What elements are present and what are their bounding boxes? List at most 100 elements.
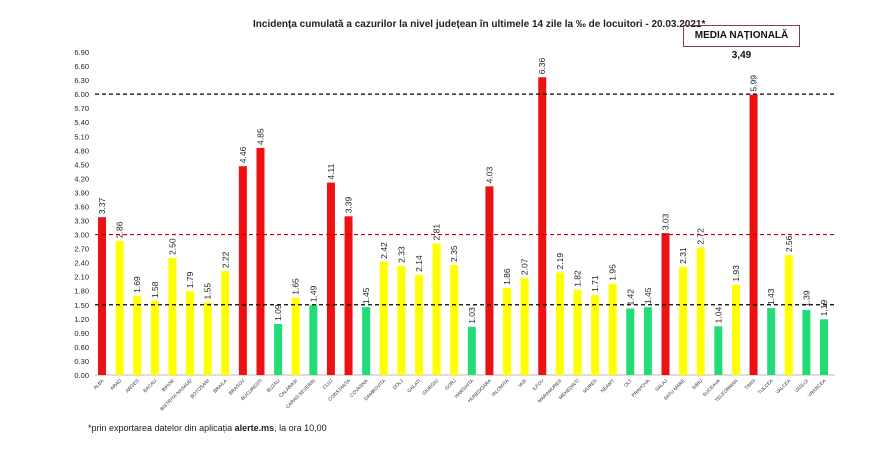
footnote-app-name: alerte.ms [234, 423, 275, 433]
data-label: 2.14 [414, 255, 424, 272]
x-tick-label: ALBA [92, 378, 105, 391]
x-tick-label: BISTRITA NASAUD [159, 378, 194, 413]
y-tick-label: 4.80 [74, 146, 89, 155]
data-label: 4.85 [255, 128, 265, 145]
x-tick-label: SIBIU [691, 378, 704, 391]
y-tick-label: 4.50 [74, 160, 89, 169]
data-label: 2.07 [520, 258, 530, 275]
y-tick-label: 0.90 [74, 329, 89, 338]
bar [661, 233, 670, 375]
bar [555, 272, 564, 375]
bar [802, 309, 811, 375]
x-tick-label: ARGES [125, 378, 141, 394]
data-label: 6.36 [537, 57, 547, 74]
data-label: 2.72 [696, 228, 706, 245]
x-tick-label: BRASOV [228, 378, 247, 397]
data-label: 1.93 [731, 265, 741, 282]
bar [450, 264, 459, 375]
x-tick-label: SALAJ [654, 378, 669, 393]
y-tick-label: 1.80 [74, 287, 89, 296]
data-label: 4.03 [484, 167, 494, 184]
data-label: 2.19 [555, 253, 565, 270]
bar [203, 302, 212, 375]
y-tick-label: 2.40 [74, 259, 89, 268]
bar [820, 319, 828, 375]
data-label: 1.71 [590, 275, 600, 292]
bar [414, 274, 423, 375]
data-label: 2.42 [379, 242, 389, 259]
bar [731, 284, 740, 375]
data-label: 4.11 [326, 163, 336, 179]
y-tick-label: 3.60 [74, 202, 89, 211]
x-tick-label: IALOMITA [491, 378, 511, 398]
x-tick-label: VRANCEA [807, 378, 828, 399]
y-tick-label: 0.00 [74, 371, 89, 380]
data-label: 1.82 [572, 270, 582, 287]
footnote: *prin exportarea datelor din aplicația a… [88, 423, 327, 433]
bar [538, 77, 547, 375]
data-label: 2.81 [432, 224, 442, 241]
x-tick-label: ILFOV [532, 378, 547, 393]
data-label: 1.39 [801, 290, 811, 307]
data-label: 1.45 [643, 287, 653, 304]
data-label: 1.69 [132, 276, 142, 293]
footnote-prefix: *prin exportarea datelor din aplicația [88, 423, 235, 433]
data-label: 1.09 [273, 304, 283, 321]
bar [133, 295, 142, 375]
x-tick-label: VALCEA [775, 378, 793, 396]
data-label: 1.65 [291, 278, 301, 295]
chart-title: Incidența cumulată a cazurilor la nivel … [253, 19, 706, 30]
bar [608, 283, 617, 375]
x-tick-label: DOLJ [392, 378, 405, 391]
data-label: 1.03 [467, 307, 477, 324]
y-tick-label: 3.90 [74, 188, 89, 197]
data-label: 3.37 [97, 197, 107, 214]
data-label: 2.56 [784, 235, 794, 252]
x-tick-label: MURES [582, 378, 598, 394]
bar [626, 308, 635, 375]
data-label: 3.39 [344, 196, 354, 213]
footnote-suffix: , la ora 10,00 [274, 423, 327, 433]
y-tick-label: 5.10 [74, 132, 89, 141]
bar [98, 217, 106, 375]
bar [467, 326, 476, 375]
bar [503, 287, 512, 375]
x-tick-label: CARAS-SEVERIN [285, 378, 317, 410]
x-tick-label: TIMIS [744, 378, 757, 391]
y-tick-label: 4.20 [74, 174, 89, 183]
x-tick-label: GORJ [444, 378, 458, 392]
bar [274, 323, 283, 375]
bar [115, 241, 124, 375]
data-label: 5.99 [749, 75, 759, 92]
y-tick-label: 6.30 [74, 76, 89, 85]
data-label: 1.58 [150, 281, 160, 298]
bar [291, 297, 300, 375]
bar [485, 186, 494, 375]
x-tick-label: PRAHOVA [631, 378, 652, 399]
bar [679, 266, 688, 375]
data-label: 2.22 [220, 251, 230, 268]
data-label: 1.95 [608, 264, 618, 281]
x-tick-label: BIHOR [161, 378, 176, 393]
x-tick-label: BACAU [142, 378, 158, 394]
x-tick-label: BRAILA [212, 378, 229, 395]
bar [379, 261, 388, 375]
data-label: 2.31 [678, 247, 688, 264]
x-tick-label: ARAD [109, 378, 123, 392]
data-label: 1.55 [203, 283, 213, 300]
data-label: 1.42 [625, 289, 635, 306]
bar [344, 216, 353, 375]
data-label: 1.04 [713, 306, 723, 323]
bar [168, 257, 177, 375]
y-tick-label: 6.90 [74, 48, 89, 57]
y-tick-label: 1.50 [74, 301, 89, 310]
data-label: 1.86 [502, 268, 512, 285]
bar [256, 147, 265, 375]
y-tick-label: 5.70 [74, 104, 89, 113]
data-label: 1.79 [185, 271, 195, 288]
bar [432, 243, 441, 375]
x-tick-label: NEAMT [600, 378, 616, 394]
y-tick-label: 6.60 [74, 62, 89, 71]
data-label: 2.35 [449, 245, 459, 262]
